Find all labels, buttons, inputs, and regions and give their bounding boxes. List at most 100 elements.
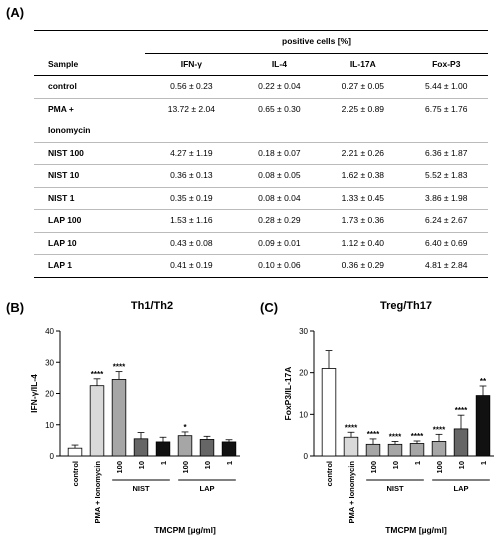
- significance-marker: *: [183, 423, 187, 432]
- x-tick-label: 1: [479, 461, 488, 465]
- x-tick-label: control: [71, 461, 80, 486]
- x-tick-label: PMA + Ionomycin: [93, 461, 102, 524]
- table-cell: 6.36 ± 1.87: [404, 142, 488, 165]
- column-header: IL-17A: [321, 53, 405, 76]
- y-tick-label: 0: [304, 452, 309, 461]
- bar: [475, 395, 491, 457]
- x-tick-label: control: [325, 461, 334, 486]
- table-cell: 5.44 ± 1.00: [404, 75, 488, 99]
- group-header: positive cells [%]: [144, 30, 488, 54]
- table-cell: 1.53 ± 1.16: [144, 209, 238, 233]
- table-cell: 0.41 ± 0.19: [144, 254, 238, 278]
- significance-marker: ****: [113, 363, 126, 372]
- significance-marker: ****: [433, 425, 446, 434]
- table-cell: 0.36 ± 0.13: [144, 164, 238, 188]
- table-cell: [237, 120, 322, 143]
- table-cell: 0.28 ± 0.29: [237, 209, 322, 233]
- table-cell: 0.08 ± 0.04: [237, 187, 322, 210]
- panel-label-c: (C): [260, 300, 279, 315]
- bar: [453, 428, 469, 457]
- table-cell: NIST 100: [34, 142, 145, 165]
- table-cell: LAP 1: [34, 254, 145, 278]
- x-axis-label: TMCPM [µg/ml]: [385, 525, 447, 535]
- table-cell: [404, 120, 488, 143]
- table-cell: 6.40 ± 0.69: [404, 232, 488, 255]
- table-cell: 0.36 ± 0.29: [321, 254, 405, 278]
- table-cell: 0.08 ± 0.05: [237, 164, 322, 188]
- table-cell: 6.24 ± 2.67: [404, 209, 488, 233]
- table-cell: 5.52 ± 1.83: [404, 164, 488, 188]
- group-label: NIST: [386, 484, 404, 493]
- table-cell: 1.62 ± 0.38: [321, 164, 405, 188]
- x-tick-label: PMA + Ionomycin: [347, 461, 356, 524]
- table-cell: 1.73 ± 0.36: [321, 209, 405, 233]
- table-cell: 4.27 ± 1.19: [144, 142, 238, 165]
- x-tick-label: 100: [369, 461, 378, 474]
- y-axis-label: FoxP3/IL-17A: [283, 367, 293, 421]
- y-tick-label: 10: [299, 410, 308, 419]
- significance-marker: ****: [389, 432, 402, 441]
- significance-marker: ****: [367, 430, 380, 439]
- panel-label-b: (B): [6, 300, 25, 315]
- table-cell: 0.18 ± 0.07: [237, 142, 322, 165]
- bar: [409, 443, 425, 457]
- x-tick-label: 1: [225, 461, 234, 465]
- bar: [387, 443, 403, 457]
- table-cell: 2.25 ± 0.89: [341, 103, 385, 114]
- table-cell: 2.21 ± 0.26: [321, 142, 405, 165]
- table-cell: 0.65 ± 0.30: [258, 103, 301, 114]
- table-cell: NIST 10: [34, 164, 145, 188]
- table-row: PMA + 13.72 ± 2.04 0.65 ± 0.30 2.25 ± 0.…: [34, 98, 488, 120]
- table-cell: 0.22 ± 0.04: [237, 75, 322, 99]
- table-cell: 0.10 ± 0.06: [237, 254, 322, 278]
- table-cell: NIST 1: [34, 187, 145, 210]
- table-row: NIST 1 0.35 ± 0.19 0.08 ± 0.04 1.33 ± 0.…: [34, 187, 488, 210]
- group-label: LAP: [454, 484, 469, 493]
- table-cell: Ionomycin: [34, 120, 145, 143]
- table-row: Ionomycin: [34, 120, 488, 143]
- chart-title: Treg/Th17: [380, 300, 432, 312]
- x-axis-label: TMCPM [µg/ml]: [154, 525, 216, 535]
- table-row: LAP 10 0.43 ± 0.08 0.09 ± 0.01 1.12 ± 0.…: [34, 232, 488, 255]
- column-header: IFN-γ: [144, 53, 238, 76]
- table-cell: 0.56 ± 0.23: [144, 75, 238, 99]
- x-tick-label: 10: [391, 461, 400, 469]
- table-cell: 3.86 ± 1.98: [404, 187, 488, 210]
- y-tick-label: 40: [45, 327, 54, 336]
- column-header: Sample: [34, 53, 145, 76]
- table-row: NIST 10 0.36 ± 0.13 0.08 ± 0.05 1.62 ± 0…: [34, 164, 488, 188]
- table-cell: 0.35 ± 0.19: [144, 187, 238, 210]
- significance-marker: ****: [455, 406, 468, 415]
- significance-marker: ****: [411, 432, 424, 441]
- y-tick-label: 20: [45, 390, 54, 399]
- table-cell: 6.75 ± 1.76: [425, 103, 468, 114]
- group-label: NIST: [132, 484, 150, 493]
- bar: [321, 368, 337, 457]
- table-cell: [144, 120, 238, 143]
- table-row: LAP 100 1.53 ± 1.16 0.28 ± 0.29 1.73 ± 0…: [34, 209, 488, 233]
- x-tick-label: 100: [181, 461, 190, 474]
- x-tick-label: 10: [457, 461, 466, 469]
- table-cell: LAP 100: [34, 209, 145, 233]
- significance-marker: ****: [345, 423, 358, 432]
- panel-label-a: (A): [6, 5, 25, 20]
- chart-title: Th1/Th2: [131, 300, 173, 312]
- table-cell: 1.33 ± 0.45: [321, 187, 405, 210]
- table-row: control 0.56 ± 0.23 0.22 ± 0.04 0.27 ± 0…: [34, 75, 488, 99]
- table-row: NIST 100 4.27 ± 1.19 0.18 ± 0.07 2.21 ± …: [34, 142, 488, 165]
- y-axis-label: IFN-γ/IL-4: [29, 374, 39, 413]
- table-cell: 0.27 ± 0.05: [321, 75, 405, 99]
- x-tick-label: 10: [203, 461, 212, 469]
- table-cell: [321, 120, 405, 143]
- x-tick-label: 100: [115, 461, 124, 474]
- significance-marker: ****: [91, 370, 104, 379]
- table-cell: 0.09 ± 0.01: [237, 232, 322, 255]
- table-row: LAP 1 0.41 ± 0.19 0.10 ± 0.06 0.36 ± 0.2…: [34, 254, 488, 278]
- table-cell: 4.81 ± 2.84: [404, 254, 488, 278]
- table-cell: 0.43 ± 0.08: [144, 232, 238, 255]
- column-header: IL-4: [237, 53, 322, 76]
- table-cell: 1.12 ± 0.40: [321, 232, 405, 255]
- table-cell: control: [34, 75, 145, 99]
- y-tick-label: 10: [45, 421, 54, 430]
